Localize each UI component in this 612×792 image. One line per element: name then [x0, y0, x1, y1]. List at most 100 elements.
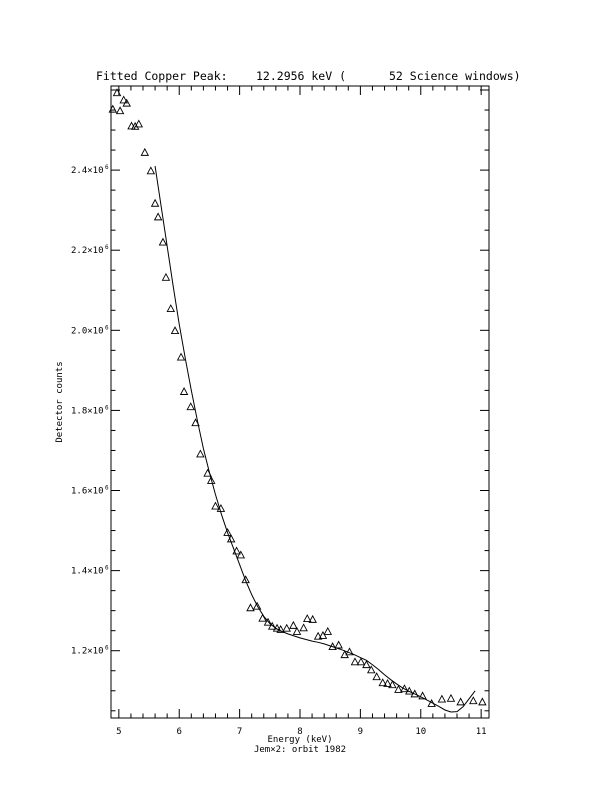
- data-point-triangle: [446, 693, 456, 702]
- y-tick-label-exponent: 6: [105, 164, 109, 171]
- data-point-triangle: [418, 691, 427, 700]
- data-point-triangle: [469, 696, 478, 705]
- data-point-triangle: [258, 613, 267, 622]
- data-point-triangle: [272, 623, 282, 632]
- data-point-triangle: [383, 679, 392, 687]
- data-point-triangle: [372, 672, 381, 681]
- data-point-triangle: [153, 212, 163, 221]
- data-point-triangle: [146, 166, 156, 175]
- x-tick-label: 7: [237, 727, 242, 737]
- data-point-triangle: [211, 501, 220, 510]
- data-point-triangle: [437, 694, 447, 703]
- data-point-triangle: [170, 326, 180, 335]
- x-tick-label: 6: [177, 727, 182, 737]
- data-point-triangle: [308, 614, 317, 623]
- data-point-triangle: [223, 528, 232, 536]
- data-point-triangle: [161, 272, 171, 281]
- x-tick-label: 5: [116, 727, 121, 737]
- y-tick-label: 2.4×10: [71, 166, 104, 176]
- data-point-triangle: [427, 699, 436, 707]
- data-point-triangle: [241, 575, 250, 584]
- data-point-triangle: [302, 614, 312, 623]
- data-point-triangle: [122, 98, 131, 107]
- y-tick-label-exponent: 6: [105, 485, 109, 492]
- data-point-triangle: [140, 147, 150, 156]
- data-point-triangle: [276, 624, 285, 633]
- data-point-triangle: [252, 601, 262, 610]
- x-axis-label: Energy (keV): [267, 735, 332, 745]
- data-point-triangle: [179, 387, 189, 395]
- data-point-triangle: [366, 665, 376, 674]
- data-point-triangle: [130, 121, 140, 130]
- data-point-triangle: [318, 630, 328, 639]
- data-point-triangle: [350, 657, 360, 666]
- y-tick-label-exponent: 6: [105, 645, 109, 652]
- data-point-triangle: [292, 626, 302, 635]
- data-point-triangle: [299, 623, 308, 632]
- data-point-triangle: [362, 660, 371, 669]
- y-tick-label: 1.4×10: [71, 567, 104, 577]
- data-point-triangle: [478, 697, 487, 706]
- y-tick-label-exponent: 6: [105, 404, 109, 411]
- x-axis-ticks: 5 6 7 8 9 10 11: [116, 86, 487, 737]
- data-point-triangle: [356, 657, 366, 666]
- x-tick-label: 10: [415, 727, 426, 737]
- data-point-triangle: [166, 304, 176, 313]
- data-point-triangle: [216, 503, 226, 512]
- data-point-triangle: [289, 620, 298, 629]
- plot-area: [110, 85, 490, 719]
- y-tick-label: 1.6×10: [71, 487, 104, 497]
- chart-subtitle: Jem×2: orbit 1982: [254, 745, 346, 755]
- data-point-triangle: [112, 88, 122, 97]
- y-tick-label-exponent: 6: [105, 565, 109, 572]
- x-tick-label: 8: [297, 727, 302, 737]
- data-point-triangle: [206, 475, 216, 484]
- y-tick-label-exponent: 6: [105, 244, 109, 251]
- y-axis-label: Detector counts: [55, 361, 65, 442]
- data-point-triangle: [186, 402, 195, 411]
- data-point-triangle: [405, 686, 414, 695]
- chart-title-prefix: Fitted Copper Peak:: [96, 69, 228, 83]
- data-point-triangle: [456, 697, 465, 706]
- data-point-triangle: [400, 684, 409, 693]
- y-tick-label-exponent: 6: [105, 324, 109, 331]
- data-point-triangle: [232, 546, 241, 555]
- data-point-triangle: [176, 352, 186, 361]
- data-point-triangle: [246, 603, 255, 612]
- data-point-triangle: [378, 678, 387, 687]
- data-point-series: [108, 88, 487, 707]
- x-tick-label: 9: [358, 727, 363, 737]
- data-point-triangle: [313, 631, 323, 640]
- data-point-triangle: [196, 449, 205, 458]
- data-point-triangle: [394, 685, 403, 693]
- y-axis-ticks: 1.2×10 61.4×10 61.6×10 61.8×10 62.0×10 62.2×1…: [71, 89, 489, 712]
- data-point-triangle: [263, 617, 273, 626]
- data-point-triangle: [158, 237, 168, 246]
- data-point-triangle: [345, 647, 354, 656]
- x-tick-label: 11: [476, 727, 487, 737]
- data-point-triangle: [108, 104, 118, 113]
- data-point-triangle: [410, 689, 419, 698]
- data-point-triangle: [267, 621, 277, 630]
- data-point-triangle: [328, 642, 337, 651]
- data-point-triangle: [191, 418, 200, 427]
- data-point-triangle: [334, 640, 343, 649]
- y-tick-label: 2.0×10: [71, 326, 104, 336]
- fit-line-series: [154, 166, 476, 713]
- chart-title-value: 12.2956 keV (: [256, 69, 346, 83]
- data-point-triangle: [226, 534, 236, 543]
- data-point-triangle: [282, 623, 291, 632]
- data-point-triangle: [323, 626, 333, 635]
- y-tick-label: 1.8×10: [71, 406, 104, 416]
- y-tick-label: 2.2×10: [71, 246, 104, 256]
- fit-line: [154, 166, 476, 713]
- y-tick-label: 1.2×10: [71, 647, 104, 657]
- data-point-triangle: [134, 119, 144, 128]
- data-point-triangle: [236, 550, 246, 559]
- data-point-triangle: [115, 106, 125, 115]
- data-point-triangle: [203, 468, 212, 477]
- data-point-triangle: [150, 198, 160, 207]
- data-point-triangle: [119, 95, 128, 104]
- chart-title-suffix: 52 Science windows): [389, 69, 521, 83]
